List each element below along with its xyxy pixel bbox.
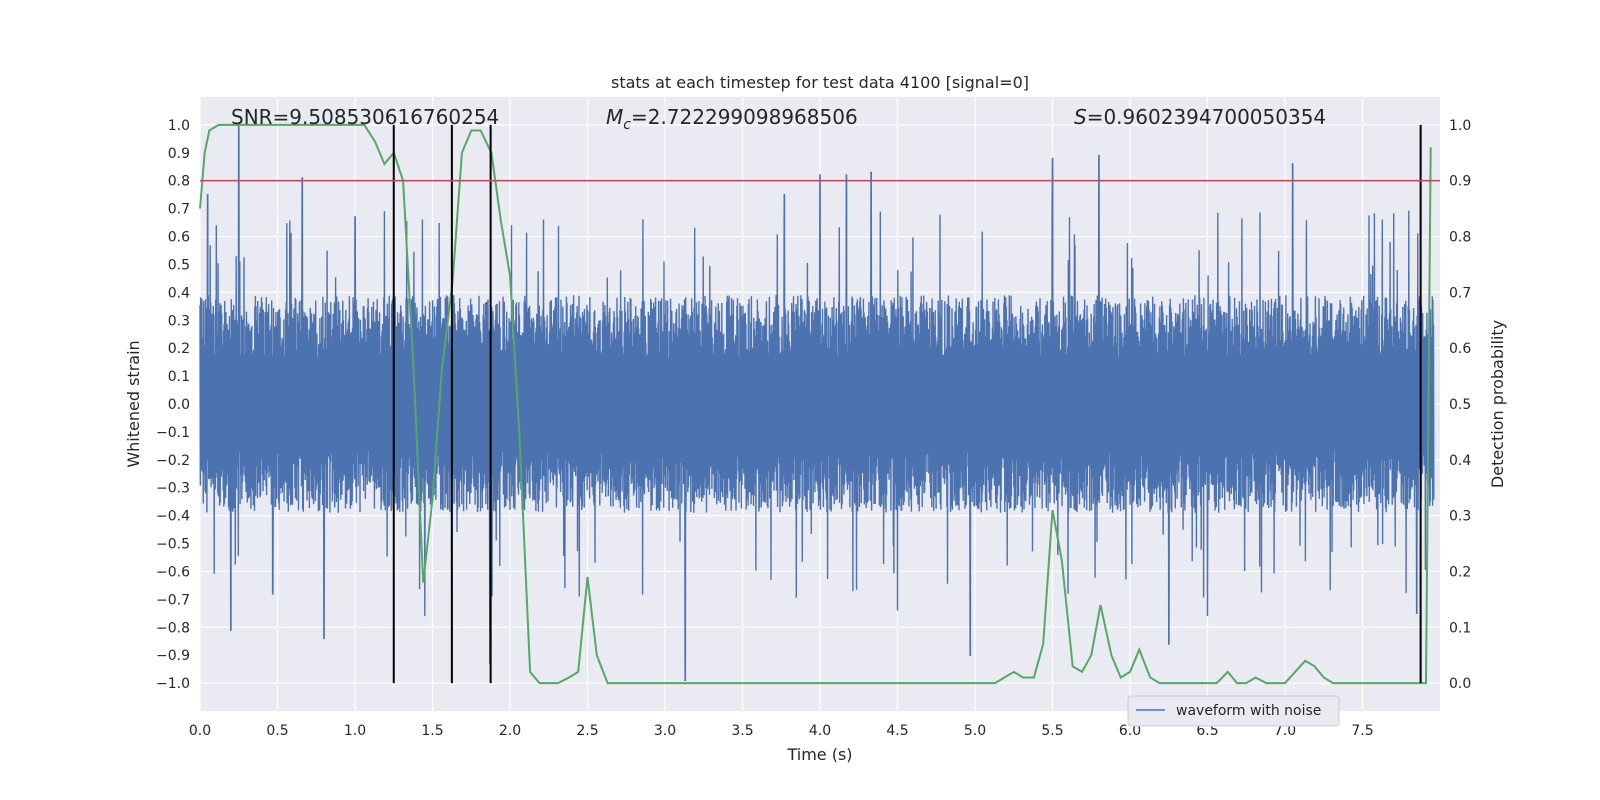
y-ticks-right: 1.0 0.9 0.8 0.7 0.6 0.5 0.4 0.3 0.2 0.1 0.0	[1449, 118, 1471, 692]
x-tick-label: 1.5	[421, 723, 443, 739]
x-tick-label: 2.0	[499, 723, 521, 739]
y-tick-label-right: 0.9	[1449, 174, 1471, 190]
y-tick-label-right: 0.2	[1449, 564, 1471, 580]
y-tick-label: 0.4	[168, 285, 190, 301]
y-tick-label-right: 0.6	[1449, 341, 1471, 357]
x-tick-label: 1.0	[344, 723, 366, 739]
y-tick-label: 0.6	[168, 230, 190, 246]
mc-symbol: M	[606, 105, 623, 129]
y-tick-label: −0.3	[156, 481, 190, 497]
y-tick-label-right: 0.1	[1449, 620, 1471, 636]
probability-line	[199, 123, 1432, 685]
s-annotation: S=0.9602394700050354	[1074, 105, 1326, 129]
y-axis-label-right: Detection probability	[1488, 320, 1507, 488]
y-tick-label-right: 0.4	[1449, 453, 1471, 469]
y-tick-label: 1.0	[168, 118, 190, 134]
x-tick-label: 0.5	[266, 723, 288, 739]
x-tick-label: 2.5	[576, 723, 598, 739]
s-symbol: S	[1074, 105, 1087, 129]
y-tick-label-right: 0.8	[1449, 230, 1471, 246]
x-tick-label: 4.5	[886, 723, 908, 739]
x-tick-label: 0.0	[189, 723, 211, 739]
y-axis-label: Whitened strain	[124, 340, 143, 467]
y-tick-label: −0.2	[156, 453, 190, 469]
y-tick-label: −0.6	[156, 564, 190, 580]
waveform-series	[199, 124, 1435, 681]
mc-value: =2.722299098968506	[631, 105, 858, 129]
y-tick-label-right: 0.5	[1449, 397, 1471, 413]
y-tick-label: 0.8	[168, 174, 190, 190]
y-tick-label: 0.7	[168, 202, 190, 218]
y-tick-label: 0.3	[168, 313, 190, 329]
legend: waveform with noise	[1127, 695, 1340, 727]
y-tick-label-right: 0.7	[1449, 285, 1471, 301]
x-tick-label: 7.0	[1274, 723, 1296, 739]
y-tick-label: −0.5	[156, 537, 190, 553]
y-tick-label: 0.1	[168, 369, 190, 385]
legend-box	[1127, 695, 1340, 727]
s-value: =0.9602394700050354	[1087, 105, 1326, 129]
y-ticks: 1.0 0.9 0.8 0.7 0.6 0.5 0.4 0.3 0.2 0.1 0.0 −0.1 −0.…	[156, 118, 190, 692]
y-tick-label: −0.4	[156, 509, 190, 525]
x-tick-label: 3.5	[731, 723, 753, 739]
chirp-mass-annotation: Mc=2.722299098968506	[606, 105, 858, 133]
x-tick-label: 6.5	[1196, 723, 1218, 739]
y-tick-label-right: 0.3	[1449, 509, 1471, 525]
x-tick-label: 5.0	[964, 723, 986, 739]
y-tick-label: −0.1	[156, 425, 190, 441]
x-tick-label: 6.0	[1119, 723, 1141, 739]
y-tick-label: 0.2	[168, 341, 190, 357]
x-tick-label: 4.0	[809, 723, 831, 739]
waveform-line	[199, 124, 1435, 681]
x-tick-label: 5.5	[1041, 723, 1063, 739]
vertical-lines	[392, 124, 1422, 684]
y-tick-label: −0.8	[156, 620, 190, 636]
y-tick-label: −1.0	[156, 676, 190, 692]
x-tick-label: 7.5	[1351, 723, 1373, 739]
mc-subscript: c	[623, 117, 631, 133]
chart-title: stats at each timestep for test data 410…	[611, 73, 1029, 92]
y-tick-label: 0.0	[168, 397, 190, 413]
probability-series	[199, 123, 1432, 685]
y-tick-label: −0.9	[156, 648, 190, 664]
y-tick-label-right: 1.0	[1449, 118, 1471, 134]
legend-label: waveform with noise	[1176, 703, 1321, 719]
y-tick-label: 0.9	[168, 146, 190, 162]
x-ticks: 0.0 0.5 1.0 1.5 2.0 2.5 3.0 3.5 4.0 4.5 5.0 5.5 6.0 6…	[189, 723, 1374, 739]
snr-annotation: SNR=9.508530616760254	[231, 105, 499, 129]
y-tick-label: −0.7	[156, 592, 190, 608]
y-tick-label: 0.5	[168, 257, 190, 273]
x-axis-label: Time (s)	[786, 745, 852, 764]
y-tick-label-right: 0.0	[1449, 676, 1471, 692]
x-tick-label: 3.0	[654, 723, 676, 739]
